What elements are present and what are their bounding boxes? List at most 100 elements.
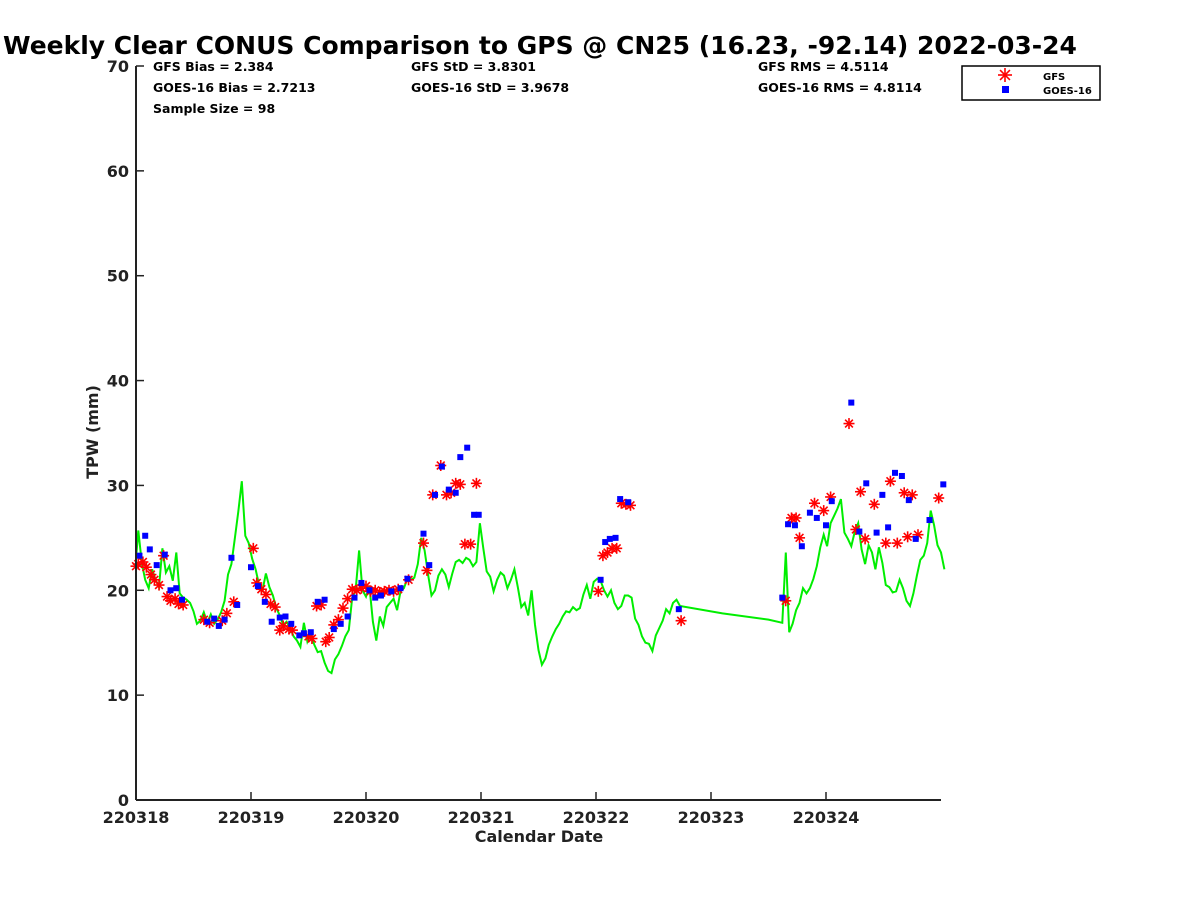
x-tick-label: 220322 [563,808,630,827]
goes16-point [940,481,947,488]
goes16-point [675,606,682,613]
goes16-point [167,587,174,594]
goes16-point [823,522,829,529]
goes16-point [798,543,805,550]
x-tick-label: 220319 [218,808,285,827]
x-tick-label: 220324 [793,808,860,827]
goes16-point [432,491,438,498]
goes16-point [404,575,411,582]
goes16-point [261,598,268,605]
gfs-point [592,585,604,597]
gfs-point [884,475,896,487]
legend-marker-gfs [998,68,1012,82]
goes16-point [372,594,379,601]
goes16-point [221,616,228,623]
chart-title: Weekly Clear CONUS Comparison to GPS @ C… [3,31,1077,60]
y-tick-label: 0 [118,791,129,810]
goes16-point [779,594,786,601]
stats-block: GFS Bias = 2.384 GOES-16 Bias = 2.7213 S… [153,59,922,116]
goes16-point [464,444,471,451]
goes16-point [612,534,619,541]
gfs-point [286,624,298,636]
x-tick-label: 220320 [333,808,400,827]
gfs-point [902,531,914,543]
y-tick-label: 10 [107,686,129,705]
goes16-point [228,554,235,561]
gfs-point [465,538,477,550]
gfs-point [342,593,354,605]
goes16-point [863,480,870,487]
goes16-point [873,529,880,536]
legend: GFS GOES-16 [961,65,1101,101]
gfs-point [898,487,910,499]
gfs-point [470,477,482,489]
legend-label-goes16: GOES-16 [1043,86,1092,97]
gfs-point [855,486,866,498]
gfs-point [260,588,272,600]
gfs-point [868,498,880,510]
gfs-point [221,607,233,619]
series-gfs [130,418,945,648]
x-tick-label: 220321 [448,808,515,827]
goes16-point [248,564,254,571]
goes16-point [606,535,613,542]
goes16-point [146,546,153,553]
x-tick-label: 220323 [678,808,745,827]
goes16-point [912,535,919,542]
goes16-point [330,626,337,633]
y-axis-label: TPW (mm) [83,385,102,479]
gfs-point [790,512,802,524]
gfs-point [323,631,335,643]
goes16-point [856,528,863,535]
goes16-point [828,498,835,505]
gfs-point [818,505,830,517]
stat-gfs-std: GFS StD = 3.8301 [411,59,536,74]
goes16-point [321,596,328,603]
goes16-point [785,521,792,528]
stat-gfs-rms: GFS RMS = 4.5114 [758,59,889,74]
goes16-point [282,613,289,620]
gfs-point [809,497,820,509]
gfs-point [675,615,687,627]
goes16-point [307,629,314,636]
goes16-point [296,632,303,639]
goes16-point [885,524,892,531]
goes16-point [344,613,351,620]
legend-marker-goes16 [1002,86,1009,93]
goes16-point [475,511,482,518]
gfs-point [269,601,281,613]
goes16-point [300,630,307,637]
legend-box [961,65,1101,101]
goes16-point [153,562,160,569]
stat-goes-std: GOES-16 StD = 3.9678 [411,80,569,95]
goes16-point [602,539,609,546]
goes16-point [791,522,798,529]
axes: 0 10 20 30 40 50 60 70 220318 220319 220320 220321 2… [103,57,941,827]
goes16-point [234,601,241,608]
goes16-point [898,472,905,479]
goes16-point [426,562,433,569]
y-tick-label: 40 [107,372,129,391]
goes16-point [254,583,261,590]
goes16-point [337,620,344,627]
goes16-point [351,594,358,601]
goes16-point [879,491,886,498]
gfs-point [933,492,945,504]
y-tick-label: 20 [107,581,129,600]
gps-reference-line [135,481,946,675]
goes16-point [452,489,459,496]
goes16-point [813,514,820,521]
goes16-point [445,486,452,493]
gfs-point [859,533,871,545]
goes16-point [848,399,855,406]
goes16-point [597,576,604,583]
plot-area [130,399,947,675]
gfs-point [153,579,165,591]
goes16-point [276,614,283,621]
gfs-point [794,532,806,544]
gfs-point [880,537,892,549]
y-tick-label: 30 [107,476,129,495]
goes16-point [161,551,168,558]
gfs-point [247,542,259,554]
